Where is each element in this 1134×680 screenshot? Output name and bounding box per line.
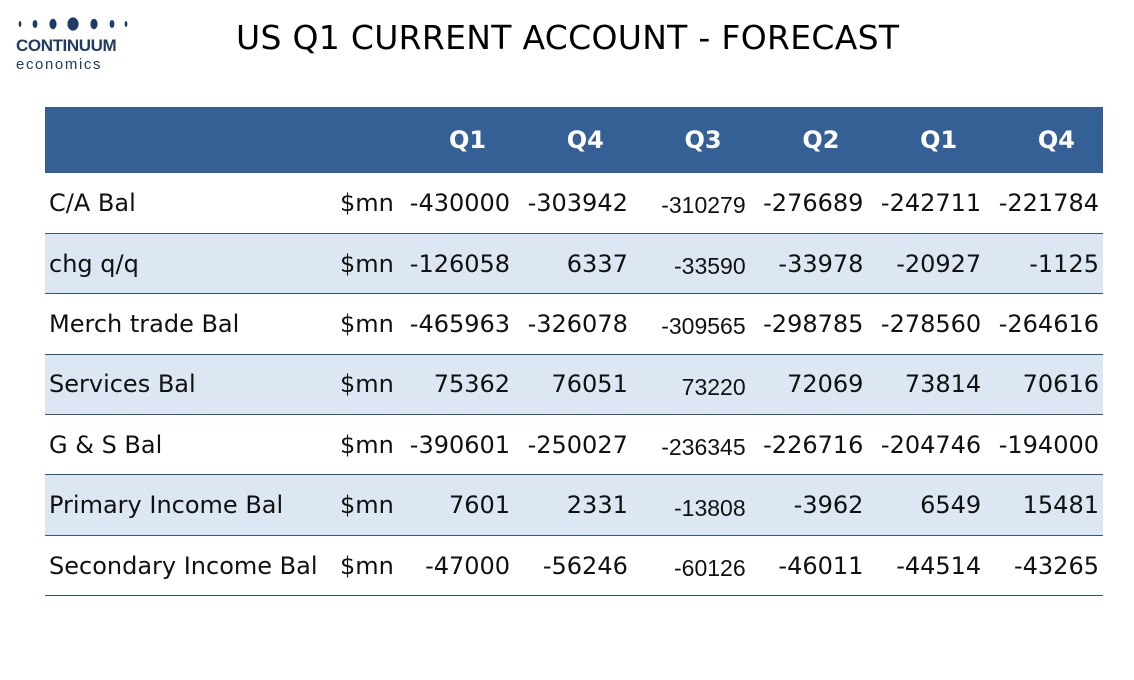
logo-dots-icon [18, 17, 128, 31]
row-label: Primary Income Bal [49, 491, 284, 520]
row-label: G & S Bal [49, 430, 163, 459]
cell-value: -1125 [1029, 249, 1099, 278]
cell-value: 7601 [449, 491, 511, 520]
table-row-secondary-income-bal: Secondary Income Bal $mn -47000 -56246 -… [45, 535, 1103, 596]
cell-value: -303942 [527, 188, 628, 217]
cell-value: -33978 [778, 249, 864, 278]
cell-value: -20927 [896, 249, 982, 278]
cell-value: -264616 [998, 309, 1099, 338]
cell-value: -242711 [880, 188, 982, 217]
cell-value: -46011 [778, 551, 864, 580]
cell-value: -430000 [409, 188, 511, 217]
table-header-row: Q1 Q4 Q3 Q2 Q1 Q4 [45, 107, 1103, 173]
cell-value: -44514 [896, 551, 982, 580]
row-unit: $mn [339, 430, 394, 459]
cell-value: -276689 [763, 188, 864, 217]
header-cell-q1-prev: Q1 [920, 126, 958, 154]
row-label: Merch trade Bal [49, 309, 240, 338]
cell-value: -43265 [1013, 551, 1099, 580]
table-row-gs-bal: G & S Bal $mn -390601 -250027 -236345 -2… [45, 415, 1103, 475]
row-label: chg q/q [49, 249, 139, 278]
cell-value: -236345 [661, 434, 746, 461]
cell-value: -310279 [661, 192, 746, 219]
table-row-primary-income-bal: Primary Income Bal $mn 7601 2331 -13808 … [45, 474, 1103, 536]
header-cell-q1: Q1 [448, 126, 487, 154]
header-cell-q2: Q2 [802, 126, 840, 154]
cell-value: 70616 [1022, 370, 1099, 399]
logo-name: CONTINUUM [16, 36, 117, 55]
row-unit: $mn [339, 309, 394, 338]
table-row-merch-trade-bal: Merch trade Bal $mn -465963 -326078 -309… [45, 294, 1103, 355]
cell-value: 76051 [551, 370, 628, 399]
forecast-table: Q1 Q4 Q3 Q2 Q1 Q4 C/A Bal $mn -430000 -3… [45, 107, 1103, 596]
cell-value: 6549 [920, 491, 982, 520]
cell-value: -3962 [793, 491, 864, 520]
row-unit: $mn [339, 370, 394, 399]
cell-value: -309565 [661, 313, 746, 340]
table-row-chg-qq: chg q/q $mn -126058 6337 -33590 -33978 -… [45, 233, 1103, 294]
cell-value: -326078 [527, 309, 628, 338]
cell-value: 72069 [787, 370, 864, 399]
header-cell-q4: Q4 [566, 126, 604, 154]
cell-value: -194000 [998, 430, 1099, 459]
table-row-ca-bal: C/A Bal $mn -430000 -303942 -310279 -276… [45, 173, 1103, 234]
cell-value: -204746 [880, 430, 982, 459]
continuum-economics-logo: CONTINUUM economics [14, 14, 134, 74]
row-label: Secondary Income Bal [49, 551, 318, 580]
cell-value: -226716 [763, 430, 864, 459]
cell-value: -221784 [998, 188, 1099, 217]
page-title: US Q1 CURRENT ACCOUNT - FORECAST [236, 18, 900, 57]
header-cell-label [45, 107, 340, 173]
cell-value: 2331 [566, 491, 628, 520]
row-unit: $mn [339, 188, 394, 217]
cell-value: 73220 [681, 373, 746, 400]
cell-value: -13808 [674, 494, 746, 521]
cell-value: 73814 [904, 370, 982, 399]
cell-value: -56246 [542, 551, 628, 580]
cell-value: -298785 [763, 309, 864, 338]
logo-subname: economics [16, 56, 103, 73]
cell-value: -465963 [409, 309, 511, 338]
header-cell-unit [340, 107, 396, 173]
header-cell-q3: Q3 [684, 126, 722, 154]
cell-value: 15481 [1022, 491, 1099, 520]
header-cell-q4-prev: Q4 [1037, 126, 1075, 154]
row-label: C/A Bal [49, 188, 136, 217]
table-row-services-bal: Services Bal $mn 75362 76051 73220 72069… [45, 354, 1103, 415]
cell-value: 6337 [566, 249, 628, 278]
cell-value: -250027 [527, 430, 628, 459]
row-label: Services Bal [49, 370, 196, 399]
cell-value: -33590 [674, 253, 746, 280]
row-unit: $mn [339, 551, 394, 580]
cell-value: -278560 [880, 309, 982, 338]
cell-value: 75362 [433, 370, 511, 399]
cell-value: -390601 [409, 430, 511, 459]
row-unit: $mn [339, 491, 394, 520]
row-unit: $mn [339, 249, 394, 278]
cell-value: -126058 [409, 249, 511, 278]
cell-value: -60126 [674, 555, 746, 582]
cell-value: -47000 [425, 551, 511, 580]
